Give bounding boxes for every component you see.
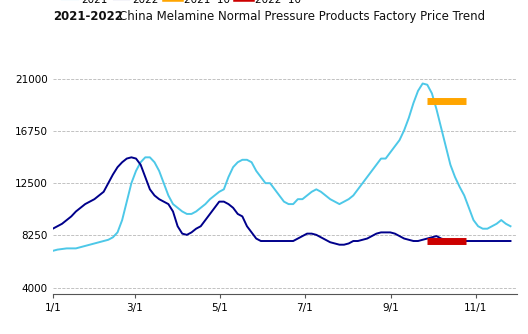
Text: China Melamine Normal Pressure Products Factory Price Trend: China Melamine Normal Pressure Products … bbox=[119, 10, 485, 23]
Text: 2021-2022: 2021-2022 bbox=[53, 10, 122, 23]
Legend: 2021, 2022, 2021  10, 2022  10: 2021, 2022, 2021 10, 2022 10 bbox=[58, 0, 305, 9]
